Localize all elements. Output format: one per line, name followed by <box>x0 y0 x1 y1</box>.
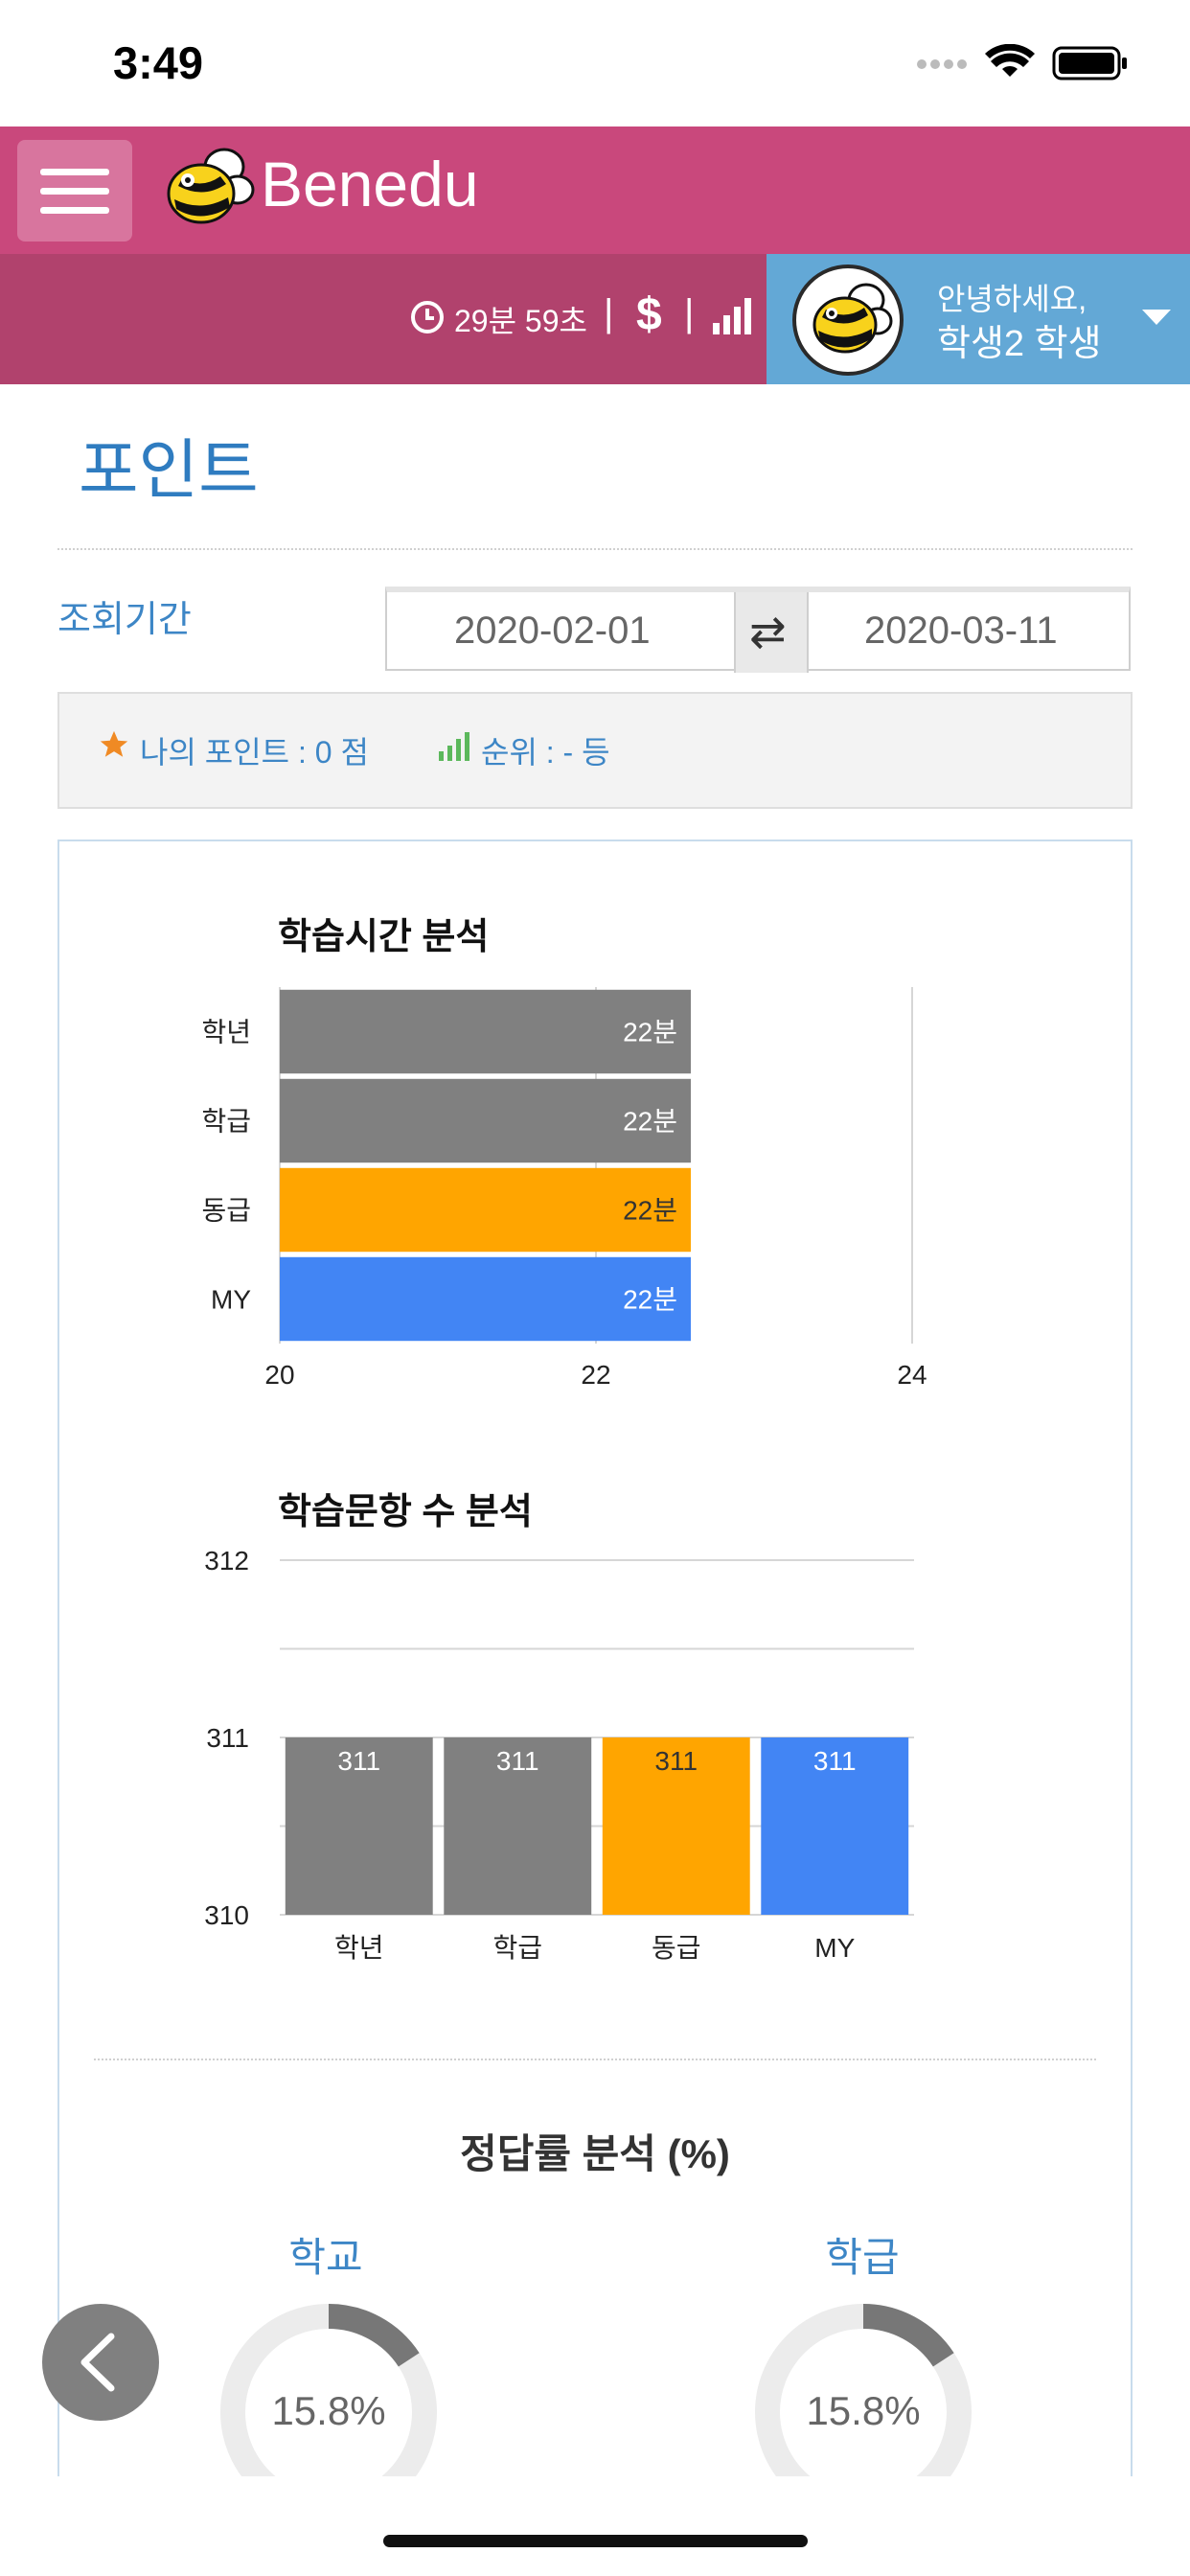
rank-bars-icon <box>439 732 469 766</box>
bar-value-label: 311 <box>654 1746 698 1776</box>
chevron-down-icon[interactable] <box>1142 310 1171 332</box>
end-date-input[interactable]: 2020-03-11 <box>864 610 1058 652</box>
signal-bars-icon[interactable] <box>713 296 753 339</box>
accuracy-label-class: 학급 <box>825 2235 900 2280</box>
bar <box>761 1737 909 1915</box>
menu-button[interactable] <box>17 140 132 242</box>
brand-name[interactable]: Benedu <box>261 149 479 219</box>
x-category-label: 학년 <box>334 1933 384 1963</box>
bar <box>280 1167 691 1253</box>
y-category-label: 동급 <box>201 1196 251 1226</box>
bar-value-label: 22분 <box>623 1285 677 1315</box>
wifi-icon <box>985 43 1035 85</box>
user-greeting: 안녕하세요, <box>937 282 1087 316</box>
back-button[interactable] <box>42 2304 159 2421</box>
user-name: 학생2 학생 <box>937 324 1102 364</box>
chevron-left-icon <box>80 2333 115 2392</box>
separator: | <box>604 292 614 334</box>
start-date-input[interactable]: 2020-02-01 <box>454 610 651 652</box>
bar-value-label: 311 <box>337 1746 380 1776</box>
status-time: 3:49 <box>113 37 204 88</box>
home-indicator <box>383 2535 808 2547</box>
user-panel[interactable]: 안녕하세요, 학생2 학생 <box>767 254 1190 384</box>
y-category-label: 학급 <box>201 1107 251 1137</box>
x-category-label: 학급 <box>492 1933 542 1963</box>
divider <box>57 548 1133 550</box>
x-tick-label: 22 <box>581 1360 610 1390</box>
accuracy-value-class: 15.8% <box>806 2388 921 2433</box>
menu-icon-line <box>40 188 109 195</box>
chart-title: 학습시간 분석 <box>278 917 490 957</box>
bee-logo-icon[interactable] <box>159 140 255 241</box>
cellular-signal-icon <box>916 58 970 76</box>
x-category-label: MY <box>814 1933 855 1963</box>
separator: | <box>684 292 695 334</box>
donut-arc <box>862 2304 954 2367</box>
swap-dates-button[interactable]: ⇄ <box>734 592 809 673</box>
my-points: 나의 포인트 : 0 점 <box>140 735 369 770</box>
y-tick-label: 311 <box>206 1723 249 1753</box>
bar-value-label: 311 <box>813 1746 857 1776</box>
y-category-label: MY <box>211 1285 251 1315</box>
x-category-label: 동급 <box>652 1933 701 1963</box>
bar-value-label: 22분 <box>623 1196 677 1226</box>
question-count-chart: 310 311 312 311 학년 311 학급 311 동급 311 MY <box>204 1546 914 1963</box>
bar <box>280 1078 691 1163</box>
period-label: 조회기간 <box>57 600 192 640</box>
bottom-safe-area <box>0 2476 1190 2576</box>
status-bar: 3:49 <box>0 0 1190 126</box>
page-title: 포인트 <box>79 434 259 507</box>
clock-icon <box>410 300 445 339</box>
points-summary: 나의 포인트 : 0 점 순위 : - 등 <box>57 692 1133 809</box>
bar <box>280 989 691 1074</box>
currency-button[interactable]: $ <box>636 289 662 340</box>
my-rank: 순위 : - 등 <box>481 735 610 770</box>
bar <box>444 1737 592 1915</box>
bar <box>280 1256 691 1342</box>
accuracy-value-school: 15.8% <box>271 2388 386 2433</box>
app-header: Benedu <box>0 126 1190 254</box>
menu-icon-line <box>40 169 109 175</box>
y-tick-label: 312 <box>204 1546 249 1576</box>
y-category-label: 학년 <box>201 1018 251 1047</box>
menu-icon-line <box>40 207 109 214</box>
avatar <box>791 264 904 381</box>
star-icon <box>98 728 130 766</box>
chart-title: 학습문항 수 분석 <box>278 1492 533 1532</box>
divider <box>94 2058 1096 2060</box>
bar-value-label: 22분 <box>623 1018 677 1047</box>
date-range-picker: 2020-02-01 ⇄ 2020-03-11 <box>385 586 1131 673</box>
accuracy-title: 정답률 분석 (%) <box>460 2131 730 2176</box>
session-timer: 29분 59초 <box>454 304 587 338</box>
y-tick-label: 310 <box>204 1900 249 1930</box>
bar-value-label: 22분 <box>623 1107 677 1137</box>
x-tick-label: 24 <box>897 1360 927 1390</box>
bar <box>285 1737 433 1915</box>
donut-arc <box>328 2304 420 2367</box>
swap-icon: ⇄ <box>749 607 787 656</box>
x-tick-label: 20 <box>264 1360 294 1390</box>
battery-icon <box>1052 46 1129 85</box>
bar <box>602 1737 750 1915</box>
accuracy-label-school: 학교 <box>288 2235 363 2280</box>
info-bar: 29분 59초 | $ | <box>0 254 767 384</box>
bar-value-label: 311 <box>496 1746 539 1776</box>
